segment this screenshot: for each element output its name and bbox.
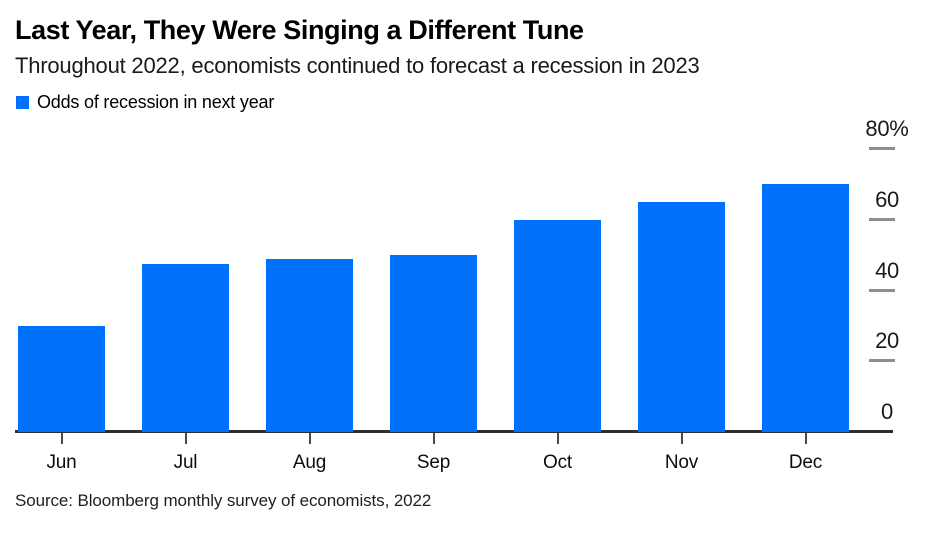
x-label-oct: Oct [543, 452, 572, 473]
x-tick-aug [308, 433, 311, 444]
bar-jul [142, 263, 229, 432]
legend-label: Odds of recession in next year [37, 92, 275, 112]
legend: Odds of recession in next year [16, 92, 274, 113]
y-tick-label-0: 0 [881, 399, 893, 424]
bar-dec [762, 184, 849, 432]
y-tick-dash-20 [869, 359, 895, 363]
x-label-dec: Dec [788, 452, 823, 473]
y-tick-dash-40 [869, 288, 895, 292]
x-tick-jul [184, 433, 187, 444]
x-tick-nov [680, 433, 683, 444]
x-tick-dec [804, 433, 807, 444]
bar-sep [390, 255, 477, 432]
y-tick-label-20: 20 [875, 328, 899, 354]
x-tick-oct [556, 433, 559, 444]
bar-jun [18, 325, 105, 432]
bar-nov [638, 202, 725, 432]
source-note: Source: Bloomberg monthly survey of econ… [15, 491, 432, 510]
chart-subtitle: Throughout 2022, economists continued to… [15, 53, 700, 78]
x-label-sep: Sep [416, 452, 451, 473]
y-tick-dash-80 [869, 147, 895, 150]
y-tick-label-80: 80% [865, 116, 909, 141]
bar-oct [514, 219, 601, 432]
x-tick-jun [60, 433, 63, 444]
bar-aug [266, 258, 353, 432]
x-label-jul: Jul [173, 452, 198, 473]
y-tick-label-60: 60 [875, 186, 899, 212]
y-tick-dash-60 [869, 217, 895, 221]
chart-title: Last Year, They Were Singing a Different… [15, 15, 584, 45]
legend-swatch-icon [16, 96, 29, 109]
x-label-nov: Nov [664, 452, 699, 473]
y-tick-label-40: 40 [875, 257, 899, 283]
x-label-aug: Aug [292, 452, 327, 473]
x-label-jun: Jun [46, 452, 77, 473]
x-tick-sep [432, 433, 435, 444]
